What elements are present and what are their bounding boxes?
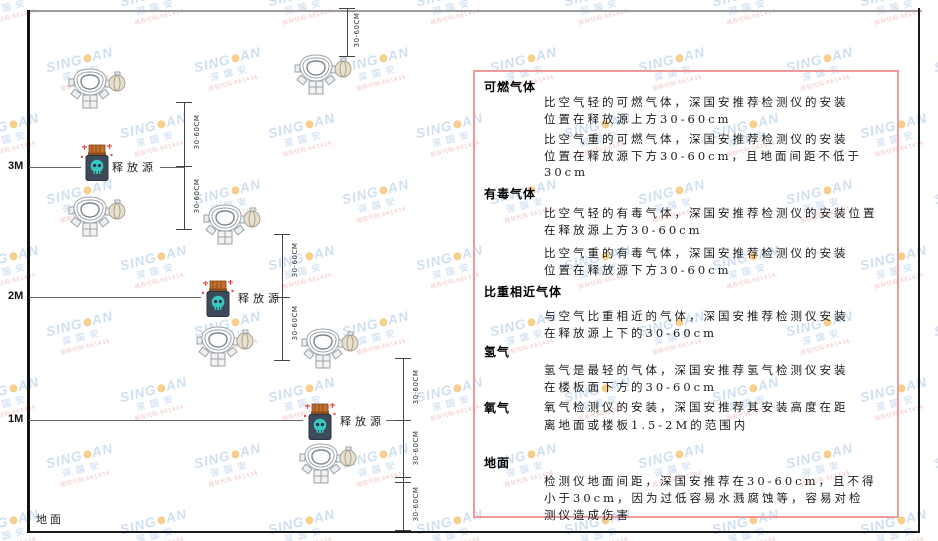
dimension-label: 30-60CM xyxy=(412,369,420,405)
section-heading-similar-density: 比重相近气体 xyxy=(484,285,563,299)
dimension-line xyxy=(184,102,185,229)
guideline-text-line: 比空气重的可燃气体，深国安推荐检测仪的安装 xyxy=(544,132,849,146)
leader-line xyxy=(386,420,403,421)
guideline-text-line: 与空气比重相近的气体，深国安推荐检测仪安装 xyxy=(544,309,849,323)
guideline-text-line: 氧气检测仪的安装，深国安推荐其安装高度在距 xyxy=(544,400,849,414)
guideline-text-line: 比空气轻的可燃气体，深国安推荐检测仪的安装 xyxy=(544,95,849,109)
release-source-label: 释放源 xyxy=(112,161,157,174)
dimension-tick xyxy=(395,530,411,531)
dimension-tick xyxy=(274,360,290,361)
gas-detector-icon xyxy=(301,328,359,369)
gas-detector-icon xyxy=(203,204,261,245)
dimension-tick xyxy=(395,482,411,483)
ceiling-line xyxy=(28,10,921,12)
ground-line xyxy=(27,531,920,533)
release-source-label: 释放源 xyxy=(340,415,385,428)
guideline-text-line: 离地面或楼板1.5-2M的范围内 xyxy=(544,418,749,432)
dimension-line xyxy=(403,358,404,531)
release-source-icon xyxy=(80,144,114,182)
dimension-tick xyxy=(339,8,355,9)
section-heading-ground: 地面 xyxy=(484,456,511,470)
dimension-label: 30-60CM xyxy=(291,305,299,341)
dimension-tick xyxy=(274,234,290,235)
release-source-label: 释放源 xyxy=(238,292,283,305)
dimension-tick xyxy=(395,358,411,359)
height-label-2m: 2M xyxy=(8,290,24,302)
guideline-text-line: 测仪造成伤害 xyxy=(544,508,631,522)
dimension-tick xyxy=(274,297,290,298)
frame-right-line xyxy=(918,8,920,533)
guideline-text-line: 位置在释放源上方30-60cm xyxy=(544,112,732,126)
gas-detector-icon xyxy=(299,443,357,484)
release-source-icon xyxy=(303,403,337,441)
release-source-icon xyxy=(201,280,235,318)
dimension-tick xyxy=(395,477,411,478)
leader-line xyxy=(29,297,201,298)
height-label-3m: 3M xyxy=(8,160,24,172)
dimension-tick xyxy=(176,102,192,103)
gas-detector-icon xyxy=(294,54,352,95)
guideline-text-line: 小于30cm，因为过低容易水溅腐蚀等，容易对检 xyxy=(544,491,864,505)
dimension-tick xyxy=(176,229,192,230)
guideline-text-line: 检测仪地面间距，深国安推荐在30-60cm，且不得 xyxy=(544,474,877,488)
guideline-text-line: 比空气轻的有毒气体，深国安推荐检测仪的安装位置 xyxy=(544,206,878,220)
ground-label: 地面 xyxy=(36,513,64,526)
guideline-text-line: 在楼板面下方的30-60cm xyxy=(544,380,717,394)
dimension-tick xyxy=(395,420,411,421)
dimension-tick xyxy=(339,56,355,57)
wall-line xyxy=(27,10,30,533)
section-heading-toxic: 有毒气体 xyxy=(484,187,537,201)
gas-detector-icon xyxy=(68,196,126,237)
guideline-text-line: 位置在释放源下方30-60cm，且地面间距不低于 xyxy=(544,149,862,163)
guideline-text-line: 位置在释放源下方30-60cm xyxy=(544,263,732,277)
dimension-label: 30-60CM xyxy=(291,242,299,278)
height-label-1m: 1M xyxy=(8,413,24,425)
dimension-tick xyxy=(176,166,192,167)
dimension-label: 30-60CM xyxy=(193,114,201,150)
guideline-text-line: 比空气重的有毒气体，深国安推荐检测仪的安装 xyxy=(544,246,849,260)
guideline-text-line: 在释放源上方30-60cm xyxy=(544,223,703,237)
guideline-text-line: 30cm xyxy=(544,165,588,179)
section-heading-hydrogen: 氢气 xyxy=(484,345,511,359)
dimension-label: 30-60CM xyxy=(193,178,201,214)
guideline-text-line: 氢气是最轻的气体，深国安推荐氢气检测仪安装 xyxy=(544,363,849,377)
section-heading-oxygen: 氧气 xyxy=(484,401,511,415)
guideline-text-line: 在释放源上下的30-60cm xyxy=(544,326,717,340)
section-heading-combustible: 可燃气体 xyxy=(484,80,537,94)
dimension-label: 30-60CM xyxy=(412,486,420,522)
gas-detector-icon xyxy=(196,326,254,367)
guideline-panel: 可燃气体 比空气轻的可燃气体，深国安推荐检测仪的安装 位置在释放源上方30-60… xyxy=(473,70,899,522)
leader-line xyxy=(160,167,184,168)
dimension-line xyxy=(347,8,348,56)
gas-detector-icon xyxy=(68,68,126,109)
leader-line xyxy=(29,420,303,421)
dimension-label: 30-60CM xyxy=(412,430,420,466)
leader-line xyxy=(29,167,81,168)
dimension-label: 30-60CM xyxy=(353,12,361,48)
